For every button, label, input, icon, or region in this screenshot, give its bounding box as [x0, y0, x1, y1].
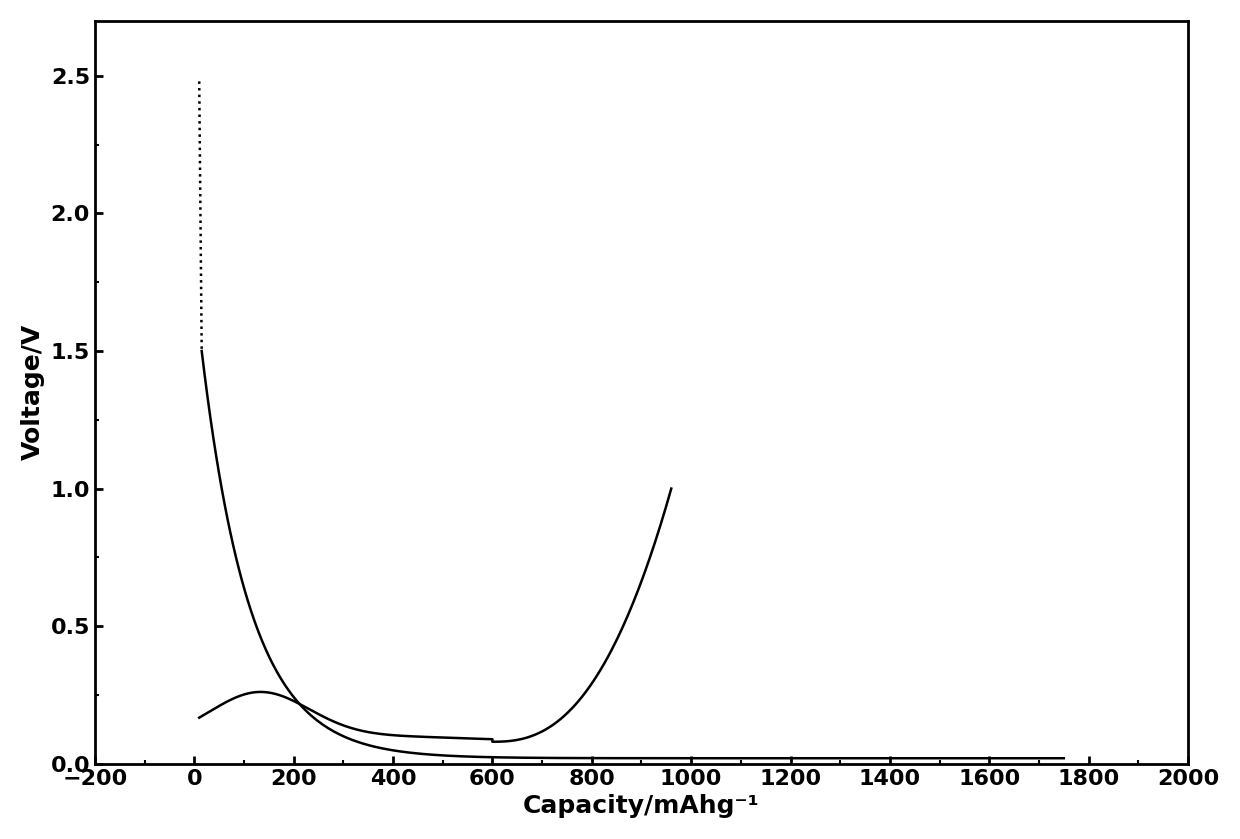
X-axis label: Capacity/mAhg⁻¹: Capacity/mAhg⁻¹ [523, 795, 760, 818]
Y-axis label: Voltage/V: Voltage/V [21, 324, 45, 461]
